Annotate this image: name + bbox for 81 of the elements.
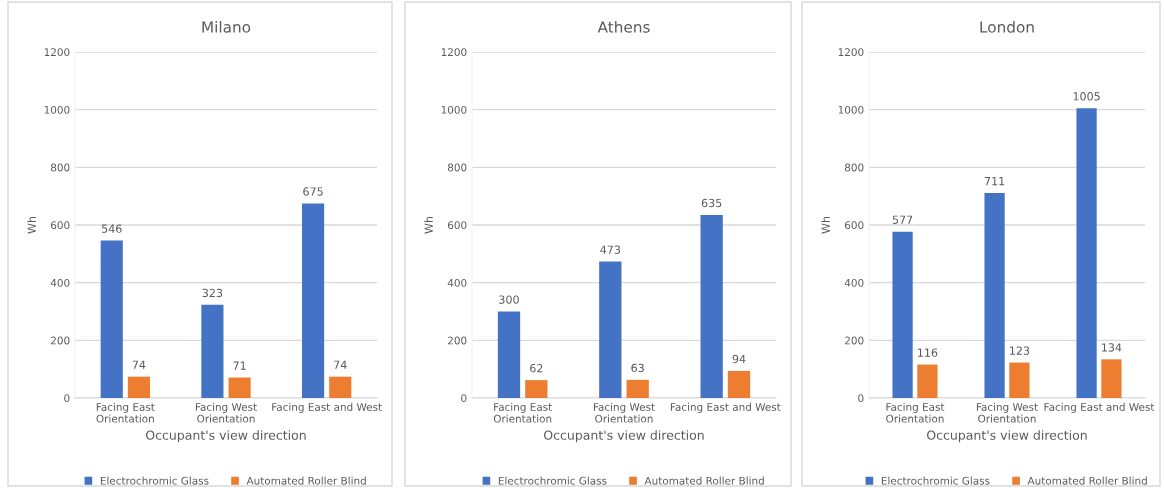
y-tick-label: 200 xyxy=(845,336,864,345)
bar xyxy=(1009,362,1030,398)
y-tick-label: 0 xyxy=(64,394,70,403)
x-tick-label: Facing East Orientation xyxy=(493,402,552,423)
bar xyxy=(892,231,913,398)
y-tick-label: 1000 xyxy=(441,105,467,114)
bar xyxy=(497,311,521,398)
bar xyxy=(329,376,352,398)
bar xyxy=(1101,359,1122,398)
bar xyxy=(201,304,224,398)
bar xyxy=(100,240,123,398)
bar xyxy=(525,380,548,398)
x-axis-title: Occupant's view direction xyxy=(544,430,704,443)
y-tick-label: 600 xyxy=(844,221,864,230)
legend-label: Automated Roller Blind xyxy=(246,476,366,485)
data-label: 300 xyxy=(499,295,519,304)
y-axis-title: Wh xyxy=(821,216,830,234)
data-label: 473 xyxy=(600,245,621,254)
legend-label: Electrochromic Glass xyxy=(498,476,607,485)
bar xyxy=(727,370,751,398)
data-label: 62 xyxy=(530,364,543,373)
y-axis-title: Wh xyxy=(424,216,433,234)
x-tick-label: Facing West Orientation xyxy=(195,402,257,423)
chart-title: Athens xyxy=(597,20,650,33)
bar xyxy=(1076,108,1097,398)
bar xyxy=(917,364,938,398)
bar xyxy=(599,261,622,398)
y-tick-label: 200 xyxy=(448,336,467,345)
data-label: 711 xyxy=(984,177,1005,186)
chart-title: Milano xyxy=(202,20,251,33)
x-tick-label: Facing West Orientation xyxy=(593,402,655,423)
x-tick-label: Facing East and West xyxy=(1044,402,1155,413)
y-tick-label: 1200 xyxy=(838,48,864,57)
legend-label: Automated Roller Blind xyxy=(1027,476,1147,485)
x-axis-title: Occupant's view direction xyxy=(146,430,306,443)
data-label: 74 xyxy=(132,360,146,369)
data-label: 675 xyxy=(303,187,323,196)
y-tick-label: 600 xyxy=(50,221,70,230)
bar xyxy=(626,379,649,398)
y-tick-label: 0 xyxy=(858,394,864,403)
bar xyxy=(127,376,150,398)
y-tick-label: 400 xyxy=(447,278,467,287)
y-tick-label: 0 xyxy=(461,394,467,403)
data-label: 577 xyxy=(892,215,913,224)
bar xyxy=(302,203,325,398)
bar xyxy=(984,193,1005,398)
data-label: 635 xyxy=(701,198,722,208)
bar xyxy=(700,214,723,398)
data-label: 546 xyxy=(102,224,122,233)
y-tick-label: 1200 xyxy=(441,48,467,57)
y-tick-label: 800 xyxy=(447,163,467,172)
chart-title: London xyxy=(980,20,1034,33)
y-tick-label: 400 xyxy=(50,278,70,287)
data-label: 94 xyxy=(732,354,746,364)
x-tick-label: Facing East and West xyxy=(670,402,781,413)
y-axis-title: Wh xyxy=(27,216,36,234)
legend-label: Electrochromic Glass xyxy=(100,476,209,485)
x-axis-title: Occupant's view direction xyxy=(927,430,1087,443)
y-tick-label: 600 xyxy=(447,221,467,230)
data-label: 63 xyxy=(631,363,644,373)
x-tick-label: Facing West Orientation xyxy=(976,402,1038,423)
data-label: 134 xyxy=(1102,343,1122,352)
y-tick-label: 200 xyxy=(51,336,70,345)
data-label: 116 xyxy=(918,348,938,357)
y-tick-label: 1000 xyxy=(44,105,70,114)
y-tick-label: 800 xyxy=(844,163,864,172)
data-label: 123 xyxy=(1010,346,1030,355)
bar xyxy=(228,377,251,398)
data-label: 1005 xyxy=(1073,92,1100,101)
y-tick-label: 400 xyxy=(844,278,864,287)
y-tick-label: 800 xyxy=(50,163,70,172)
data-label: 71 xyxy=(233,361,246,370)
data-label: 74 xyxy=(334,360,347,369)
y-tick-label: 1000 xyxy=(838,105,864,114)
legend-label: Electrochromic Glass xyxy=(881,476,990,485)
x-tick-label: Facing East Orientation xyxy=(96,402,155,423)
y-tick-label: 1200 xyxy=(44,48,70,57)
legend-label: Automated Roller Blind xyxy=(644,476,764,485)
x-tick-label: Facing East and West xyxy=(272,402,382,413)
x-tick-label: Facing East Orientation xyxy=(886,402,945,423)
data-label: 323 xyxy=(202,288,223,298)
